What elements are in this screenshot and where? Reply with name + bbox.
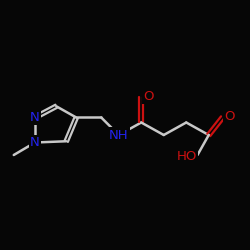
Text: O: O [143,90,154,103]
Text: NH: NH [109,128,128,141]
Text: O: O [224,110,235,123]
Text: N: N [30,111,40,124]
Text: HO: HO [177,150,197,163]
Text: N: N [30,136,40,149]
